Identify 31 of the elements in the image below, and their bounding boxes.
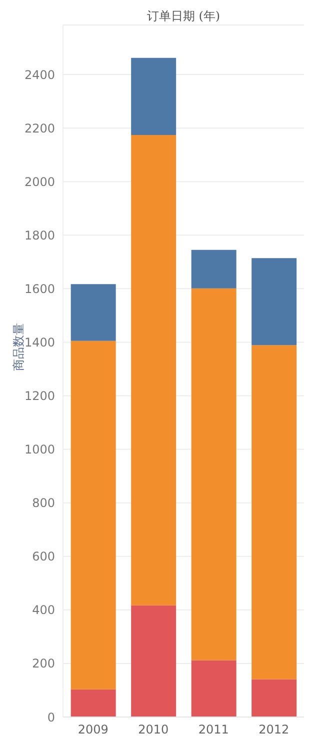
- y-tick-label: 1000: [24, 442, 55, 457]
- bar: [191, 250, 236, 288]
- y-tick-label: 1800: [24, 228, 55, 242]
- bar: [191, 660, 236, 717]
- x-tick-label: 2012: [258, 722, 290, 737]
- y-tick-label: 2000: [24, 174, 55, 189]
- bar: [252, 258, 297, 346]
- bar: [70, 340, 116, 690]
- y-axis-title: 商品数量: [11, 323, 26, 371]
- bar: [131, 58, 176, 136]
- x-axis-title: 订单日期 (年): [146, 8, 222, 25]
- y-tick-label: 800: [32, 496, 55, 510]
- y-tick-label: 2400: [24, 68, 55, 82]
- bar: [252, 345, 297, 680]
- bar: [191, 288, 236, 660]
- y-tick-label: 1200: [24, 389, 55, 404]
- bar: [131, 135, 176, 606]
- y-tick-label: 600: [32, 550, 55, 564]
- bar: [252, 679, 297, 717]
- x-tick-label: 2011: [198, 722, 229, 737]
- y-tick-label: 200: [32, 656, 55, 671]
- bar: [131, 605, 176, 717]
- y-tick-label: 400: [32, 603, 55, 618]
- y-tick-label: 2200: [24, 121, 55, 136]
- y-tick-label: 1600: [24, 282, 55, 296]
- bar: [70, 689, 116, 717]
- y-tick-label: 1400: [24, 335, 55, 350]
- x-tick-label: 2010: [138, 722, 169, 737]
- x-tick-label: 2009: [78, 722, 108, 737]
- y-tick-label: 0: [47, 710, 55, 724]
- bar: [70, 284, 116, 341]
